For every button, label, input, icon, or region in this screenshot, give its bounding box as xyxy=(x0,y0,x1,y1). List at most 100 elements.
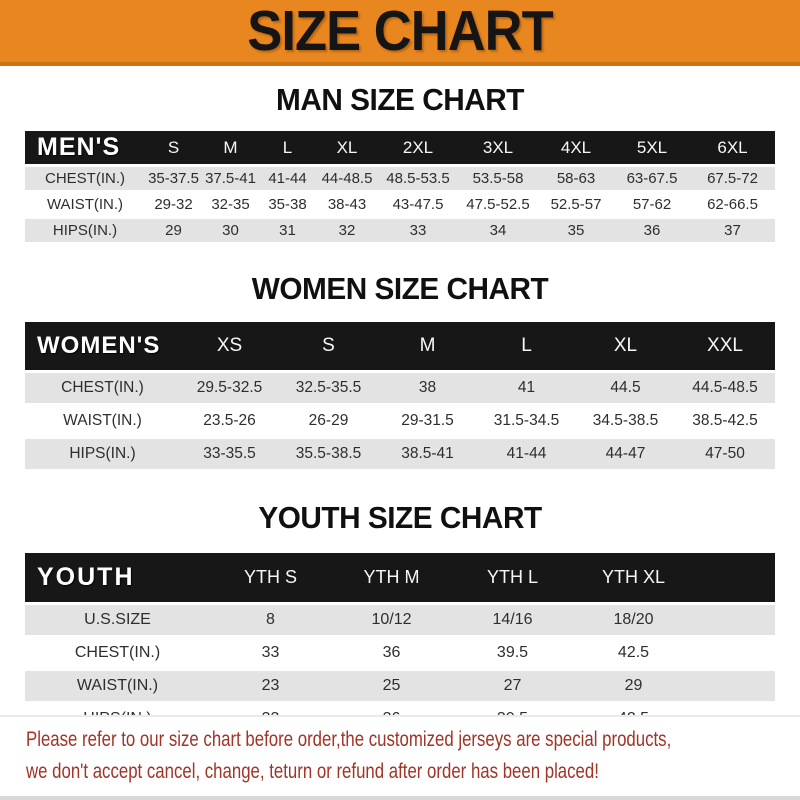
size-value: 53.5-58 xyxy=(458,167,538,190)
size-column-header: XXL xyxy=(675,322,775,370)
row-label: CHEST(IN.) xyxy=(25,638,210,668)
table-row: WAIST(IN.) 29-32 32-35 35-38 38-43 43-47.5 47.… xyxy=(25,193,775,216)
size-value: 58-63 xyxy=(538,167,614,190)
size-value: 44-47 xyxy=(576,439,675,469)
size-column-header: M xyxy=(378,322,477,370)
table-row: CHEST(IN.) 33 36 39.5 42.5 xyxy=(25,638,775,668)
size-value: 30 xyxy=(202,219,259,242)
size-value: 44-48.5 xyxy=(316,167,378,190)
size-value: 37 xyxy=(690,219,775,242)
size-column-header: S xyxy=(279,322,378,370)
size-column-header: L xyxy=(477,322,576,370)
table-row: CHEST(IN.) 35-37.5 37.5-41 41-44 44-48.5 48.5… xyxy=(25,167,775,190)
size-value: 32-35 xyxy=(202,193,259,216)
footer-line-1: Please refer to our size chart before or… xyxy=(26,728,672,751)
size-value: 33 xyxy=(210,638,331,668)
row-label: WAIST(IN.) xyxy=(25,406,180,436)
size-column-header: S xyxy=(145,131,202,164)
size-value: 10/12 xyxy=(331,605,452,635)
size-value: 44.5-48.5 xyxy=(675,373,775,403)
row-label: CHEST(IN.) xyxy=(25,167,145,190)
size-value: 48.5-53.5 xyxy=(378,167,458,190)
size-value: 41-44 xyxy=(477,439,576,469)
table-row: WAIST(IN.) 23.5-26 26-29 29-31.5 31.5-34.5 34… xyxy=(25,406,775,436)
row-spacer-cell xyxy=(694,638,775,668)
size-value: 57-62 xyxy=(614,193,690,216)
row-label: WAIST(IN.) xyxy=(25,193,145,216)
size-column-header: 5XL xyxy=(614,131,690,164)
table-header-row: MEN'S S M L XL 2XL 3XL 4XL 5XL 6XL xyxy=(25,131,775,164)
size-column-header: XL xyxy=(316,131,378,164)
size-value: 35 xyxy=(538,219,614,242)
youth-size-table: YOUTH YTH S YTH M YTH L YTH XL U.S.SIZE 8 10/12… xyxy=(25,550,775,737)
size-value: 18/20 xyxy=(573,605,694,635)
size-value: 36 xyxy=(331,638,452,668)
size-column-header: 4XL xyxy=(538,131,614,164)
row-label: CHEST(IN.) xyxy=(25,373,180,403)
header-spacer-cell xyxy=(694,553,775,602)
women-section-heading: WOMEN SIZE CHART xyxy=(251,271,549,306)
size-value: 37.5-41 xyxy=(202,167,259,190)
size-value: 47.5-52.5 xyxy=(458,193,538,216)
size-value: 32.5-35.5 xyxy=(279,373,378,403)
size-column-header: XL xyxy=(576,322,675,370)
table-row: HIPS(IN.) 29 30 31 32 33 34 35 36 37 xyxy=(25,219,775,242)
size-value: 29-31.5 xyxy=(378,406,477,436)
size-value: 41 xyxy=(477,373,576,403)
row-label: HIPS(IN.) xyxy=(25,439,180,469)
footer-line-2: we don't accept cancel, change, teturn o… xyxy=(26,759,599,783)
size-value: 62-66.5 xyxy=(690,193,775,216)
title-banner: SIZE CHART xyxy=(0,0,800,66)
size-value: 52.5-57 xyxy=(538,193,614,216)
youth-size-chart-section: YOUTH SIZE CHART YOUTH YTH S YTH M YTH L YTH… xyxy=(0,500,800,737)
table-header-row: YOUTH YTH S YTH M YTH L YTH XL xyxy=(25,553,775,602)
size-value: 14/16 xyxy=(452,605,573,635)
table-row: U.S.SIZE 8 10/12 14/16 18/20 xyxy=(25,605,775,635)
size-value: 35-37.5 xyxy=(145,167,202,190)
size-column-header: 2XL xyxy=(378,131,458,164)
size-column-header: XS xyxy=(180,322,279,370)
size-value: 27 xyxy=(452,671,573,701)
row-label: WAIST(IN.) xyxy=(25,671,210,701)
size-column-header: L xyxy=(259,131,316,164)
size-column-header: YTH L xyxy=(452,553,573,602)
size-value: 42.5 xyxy=(573,638,694,668)
size-value: 33 xyxy=(378,219,458,242)
row-spacer-cell xyxy=(694,671,775,701)
footer-note: Please refer to our size chart before or… xyxy=(0,715,800,800)
size-column-header: M xyxy=(202,131,259,164)
size-value: 26-29 xyxy=(279,406,378,436)
size-value: 29.5-32.5 xyxy=(180,373,279,403)
size-value: 29 xyxy=(145,219,202,242)
table-corner-label: MEN'S xyxy=(25,131,145,164)
size-value: 41-44 xyxy=(259,167,316,190)
size-column-header: YTH M xyxy=(331,553,452,602)
size-value: 39.5 xyxy=(452,638,573,668)
man-size-chart-section: MAN SIZE CHART MEN'S S M L XL 2XL 3XL 4XL 5XL 6XL… xyxy=(0,82,800,245)
size-value: 44.5 xyxy=(576,373,675,403)
size-value: 63-67.5 xyxy=(614,167,690,190)
women-size-table: WOMEN'S XS S M L XL XXL CHEST(IN.) 29.5-32.5 32.5… xyxy=(25,319,775,472)
size-value: 23.5-26 xyxy=(180,406,279,436)
size-value: 67.5-72 xyxy=(690,167,775,190)
size-value: 34 xyxy=(458,219,538,242)
table-row: WAIST(IN.) 23 25 27 29 xyxy=(25,671,775,701)
size-value: 38 xyxy=(378,373,477,403)
table-header-row: WOMEN'S XS S M L XL XXL xyxy=(25,322,775,370)
size-value: 31 xyxy=(259,219,316,242)
size-value: 31.5-34.5 xyxy=(477,406,576,436)
youth-section-heading: YOUTH SIZE CHART xyxy=(258,500,542,535)
row-label: HIPS(IN.) xyxy=(25,219,145,242)
row-spacer-cell xyxy=(694,605,775,635)
size-value: 25 xyxy=(331,671,452,701)
man-section-heading: MAN SIZE CHART xyxy=(276,82,524,117)
size-value: 47-50 xyxy=(675,439,775,469)
size-value: 33-35.5 xyxy=(180,439,279,469)
size-value: 38-43 xyxy=(316,193,378,216)
size-value: 32 xyxy=(316,219,378,242)
size-value: 29 xyxy=(573,671,694,701)
size-column-header: YTH S xyxy=(210,553,331,602)
size-column-header: YTH XL xyxy=(573,553,694,602)
size-value: 38.5-41 xyxy=(378,439,477,469)
